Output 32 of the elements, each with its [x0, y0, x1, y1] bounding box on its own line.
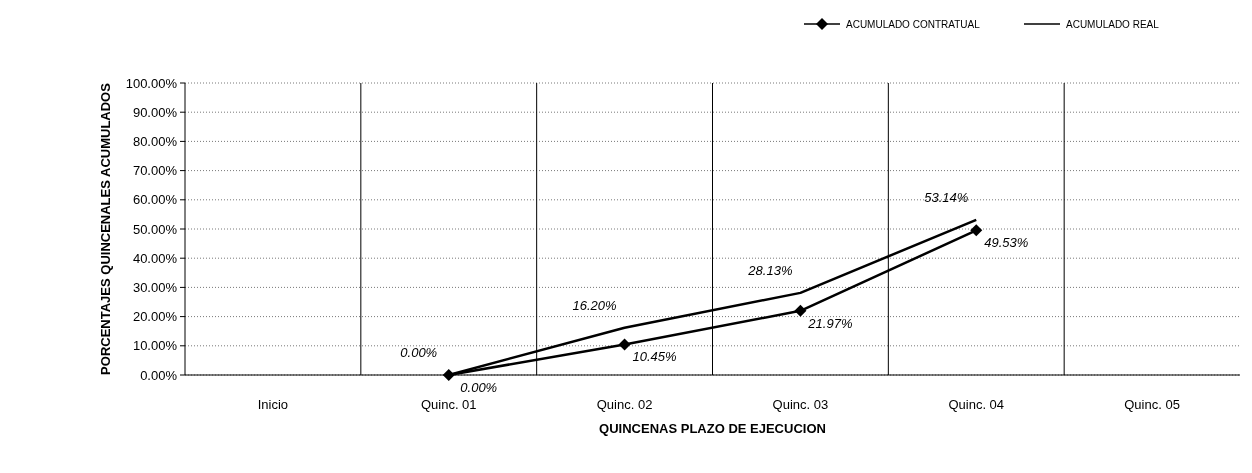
data-label: 0.00%: [460, 380, 498, 395]
y-tick-label: 70.00%: [132, 163, 178, 179]
x-tick-label: Quinc. 01: [420, 397, 477, 412]
y-tick-label: 10.00%: [132, 338, 178, 354]
x-tick-label: Quinc. 03: [772, 397, 829, 412]
y-tick-label: 100.00%: [125, 75, 178, 91]
y-tick-label: 80.00%: [132, 133, 178, 149]
x-tick-label: Quinc. 02: [596, 397, 653, 412]
x-tick-label: Quinc. 05: [1124, 397, 1180, 412]
y-tick-label: 60.00%: [132, 192, 178, 208]
point: [970, 224, 983, 237]
x-axis-title: QUINCENAS PLAZO DE EJECUCION: [599, 421, 826, 436]
data-label: 49.53%: [984, 235, 1029, 251]
data-label: 53.14%: [924, 189, 969, 205]
y-tick-label: 40.00%: [132, 250, 178, 266]
y-tick-label: 20.00%: [132, 309, 178, 325]
point: [618, 338, 631, 351]
point: [794, 304, 807, 317]
y-tick-label: 90.00%: [132, 104, 178, 120]
data-label: 16.20%: [572, 297, 617, 313]
data-label: 0.00%: [400, 345, 438, 360]
legend-label: ACUMULADO REAL: [1066, 18, 1160, 30]
y-tick-label: 50.00%: [132, 221, 178, 237]
legend-label: ACUMULADO CONTRATUAL: [846, 18, 981, 30]
x-tick-label: Quinc. 04: [948, 397, 1005, 412]
y-axis-title: PORCENTAJES QUINCENALES ACUMULADOS: [98, 82, 113, 375]
data-label: 10.45%: [632, 349, 677, 365]
x-tick-label: Inicio: [257, 397, 289, 412]
y-tick-label: 30.00%: [132, 279, 178, 295]
y-tick-label: 0.00%: [140, 367, 178, 383]
data-label: 21.97%: [807, 315, 853, 331]
data-label: 28.13%: [747, 262, 793, 278]
